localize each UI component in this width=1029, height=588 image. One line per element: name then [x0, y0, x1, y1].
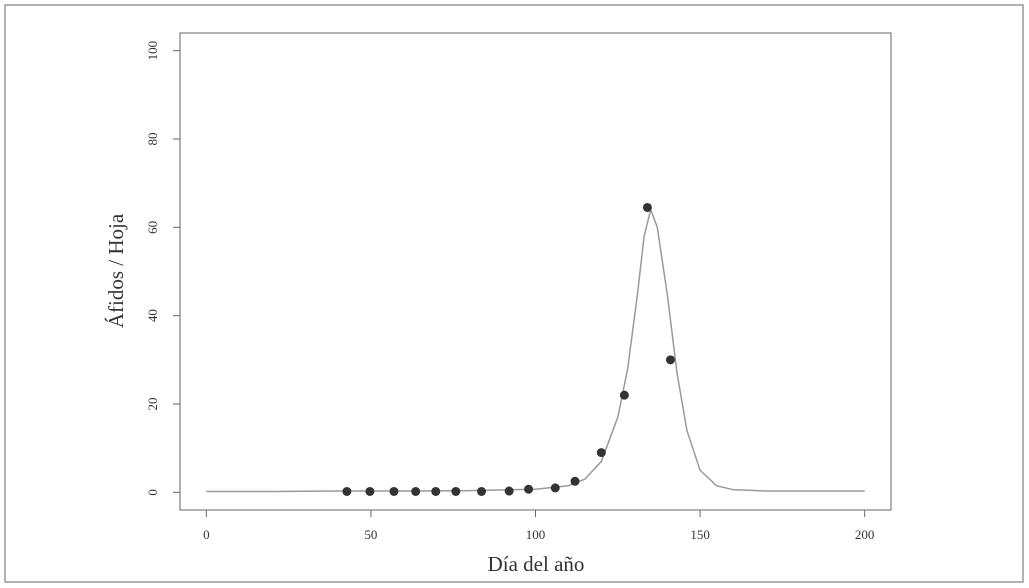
y-tick-label: 60	[145, 221, 160, 234]
data-point	[431, 486, 441, 496]
x-tick-label: 200	[855, 527, 875, 542]
data-point	[389, 486, 399, 496]
data-point	[342, 486, 352, 496]
y-tick-label: 80	[145, 133, 160, 146]
data-point	[550, 483, 560, 493]
frame	[4, 4, 1024, 583]
x-tick-label: 150	[690, 527, 710, 542]
x-tick-label: 50	[364, 527, 377, 542]
x-tick-label: 100	[526, 527, 546, 542]
data-point	[619, 390, 629, 400]
data-point	[365, 486, 375, 496]
x-tick-label: 0	[203, 527, 210, 542]
data-point	[504, 486, 514, 496]
y-tick-label: 0	[145, 489, 160, 496]
data-point	[477, 486, 487, 496]
data-point	[642, 202, 652, 212]
y-tick-label: 20	[145, 398, 160, 411]
data-point	[451, 486, 461, 496]
fitted-curve	[206, 207, 865, 493]
data-point	[596, 448, 606, 458]
y-tick-label: 100	[145, 41, 160, 61]
y-axis-label: Áfidos / Hoja	[104, 213, 128, 328]
data-point	[665, 355, 675, 365]
y-tick-label: 40	[145, 309, 160, 322]
data-point	[411, 486, 421, 496]
data-point	[570, 476, 580, 486]
plot-box	[179, 32, 892, 511]
data-point	[524, 484, 534, 494]
x-axis-label: Día del año	[488, 552, 585, 576]
